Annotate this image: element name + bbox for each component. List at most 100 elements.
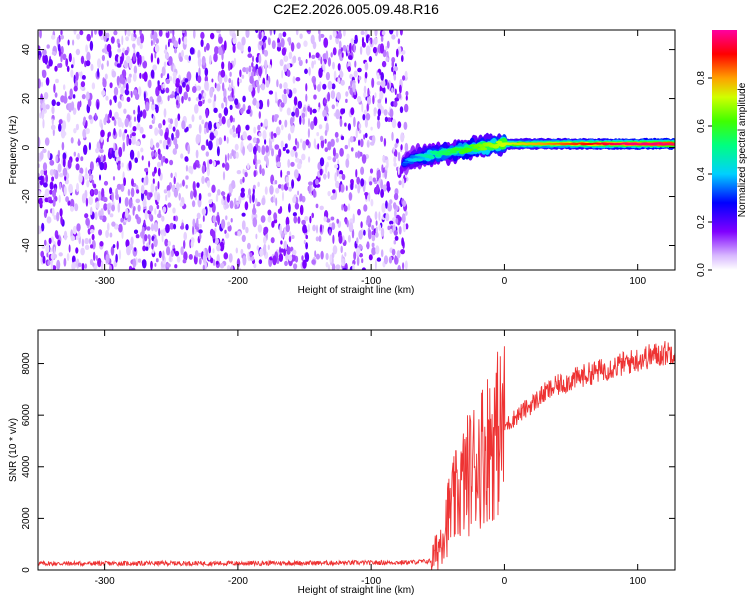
noise-speckle [249,252,253,258]
noise-speckle [339,70,344,78]
noise-speckle [247,163,250,170]
noise-speckle [338,182,341,193]
noise-speckle [296,42,301,49]
noise-speckle [284,119,288,128]
noise-speckle [205,108,209,119]
noise-speckle [291,249,297,256]
noise-speckle [336,218,340,224]
noise-speckle [135,141,141,146]
noise-speckle [281,124,284,131]
noise-speckle [150,151,155,157]
noise-speckle [173,188,179,198]
noise-speckle [340,135,345,141]
noise-speckle [281,94,285,100]
signal-cell [445,151,452,155]
noise-speckle [208,252,211,261]
noise-speckle [221,116,226,125]
noise-speckle [154,44,160,53]
noise-speckle [304,252,310,263]
noise-speckle [169,76,172,82]
noise-speckle [224,229,227,235]
noise-speckle [72,56,75,66]
noise-speckle [143,91,146,102]
noise-speckle [196,217,199,227]
noise-speckle [216,146,220,157]
noise-speckle [134,157,138,164]
noise-speckle [356,237,359,245]
noise-speckle [350,80,353,88]
noise-speckle [339,170,344,176]
noise-speckle [259,164,262,175]
noise-speckle [306,30,310,33]
noise-speckle [185,184,188,189]
noise-speckle [307,128,310,138]
noise-speckle [96,162,99,167]
noise-speckle [143,219,146,227]
noise-speckle [327,156,332,161]
noise-speckle [240,107,244,115]
noise-speckle [111,221,116,227]
noise-speckle [139,43,143,50]
noise-speckle [57,163,62,173]
spectrogram-xtick-label: -300 [95,276,115,287]
noise-speckle [290,124,295,134]
noise-speckle [154,52,157,59]
noise-speckle [157,167,161,177]
noise-speckle [389,30,394,35]
noise-speckle [231,88,234,98]
noise-speckle [214,238,219,245]
noise-speckle [261,168,265,177]
noise-speckle [331,104,335,110]
noise-speckle [317,143,320,150]
noise-speckle [167,137,171,145]
noise-speckle [63,230,68,241]
noise-speckle [126,96,131,103]
noise-speckle [280,140,284,148]
noise-speckle [366,95,372,106]
noise-speckle [360,178,365,187]
noise-speckle [308,52,311,59]
noise-speckle [213,129,219,137]
signal-cell [416,158,424,162]
noise-speckle [116,38,120,45]
noise-speckle [84,173,89,180]
noise-speckle [70,101,75,111]
noise-speckle [216,83,221,92]
noise-speckle [323,99,328,104]
noise-speckle [46,44,50,49]
noise-speckle [311,212,315,219]
noise-speckle [329,34,333,41]
noise-speckle [254,152,257,163]
noise-speckle [103,180,109,186]
noise-speckle [374,30,378,37]
noise-speckle [403,121,408,130]
noise-speckle [133,116,137,122]
noise-speckle [328,223,332,228]
noise-speckle [159,129,164,137]
noise-speckle [59,208,63,217]
noise-speckle [242,95,246,103]
noise-speckle [353,116,356,128]
noise-speckle [296,141,300,149]
noise-speckle [394,97,400,102]
noise-speckle [136,122,141,131]
noise-speckle [139,110,143,118]
noise-speckle [253,170,257,178]
noise-speckle [394,255,397,265]
noise-speckle [242,67,247,73]
noise-speckle [331,263,336,270]
noise-speckle [221,61,225,70]
noise-speckle [174,117,178,128]
noise-speckle [341,173,346,181]
snr-xtick-label: -200 [228,576,248,587]
noise-speckle [118,128,122,138]
noise-speckle [359,253,363,258]
noise-speckle [252,55,254,63]
noise-speckle [163,189,168,194]
noise-speckle [104,113,109,122]
noise-speckle [94,211,98,221]
noise-speckle [244,171,248,178]
noise-speckle [245,67,249,75]
noise-speckle [356,256,360,267]
noise-speckle [345,98,348,103]
